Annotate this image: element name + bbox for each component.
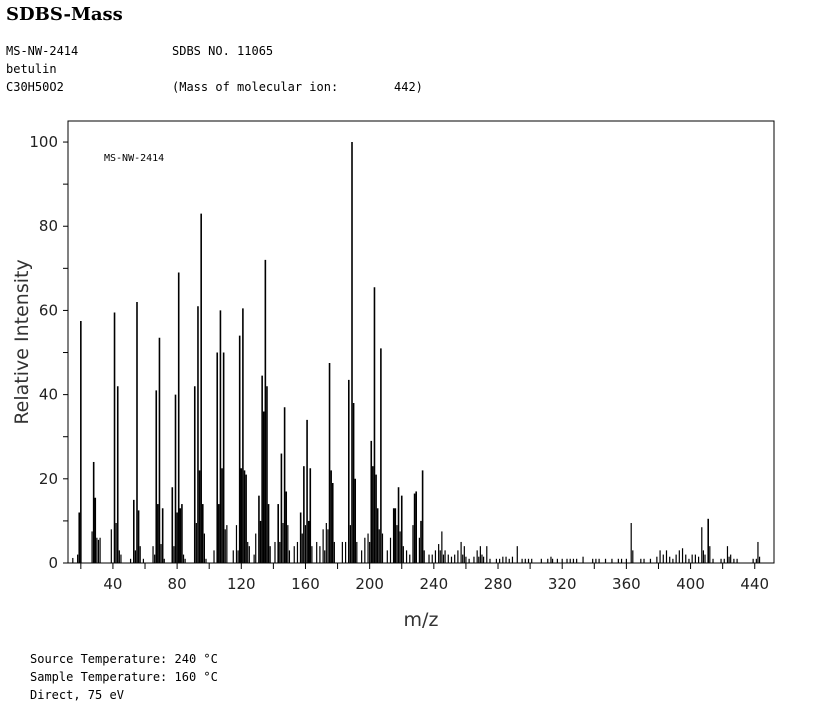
x-tick-label-360: 360	[612, 575, 641, 593]
x-tick-label-40: 40	[103, 575, 122, 593]
peaks-group	[72, 142, 761, 563]
y-tick-label-0: 0	[48, 554, 58, 572]
y-tick-label-20: 20	[39, 470, 58, 488]
x-tick-label-200: 200	[355, 575, 384, 593]
y-tick-label-40: 40	[39, 386, 58, 404]
compound-name: betulin	[6, 62, 57, 76]
page-title: SDBS-Mass	[6, 4, 123, 25]
ionization-method: Direct, 75 eV	[30, 688, 124, 702]
sample-temperature: Sample Temperature: 160 °C	[30, 670, 218, 684]
y-axis-ticks: 0 20 40 60 80 100	[29, 133, 68, 572]
x-tick-label-280: 280	[484, 575, 513, 593]
x-tick-label-400: 400	[676, 575, 705, 593]
x-tick-label-440: 440	[740, 575, 769, 593]
source-temperature: Source Temperature: 240 °C	[30, 652, 218, 666]
x-tick-label-320: 320	[548, 575, 577, 593]
sdbs-number: SDBS NO. 11065	[172, 44, 274, 58]
molecular-ion-value: 442)	[394, 80, 423, 94]
x-tick-label-240: 240	[420, 575, 449, 593]
molecular-formula: C30H50O2	[6, 80, 64, 94]
y-tick-label-100: 100	[29, 133, 58, 151]
mass-spectrum-chart: 40 80 120 160 200 240 280 320 360 400 440 0 20 40 60 8…	[11, 120, 775, 631]
x-tick-label-160: 160	[291, 575, 320, 593]
y-tick-label-60: 60	[39, 301, 58, 319]
molecular-ion-label: (Mass of molecular ion:	[172, 80, 339, 94]
x-tick-label-80: 80	[168, 575, 187, 593]
x-tick-label-120: 120	[227, 575, 256, 593]
plot-frame	[67, 120, 775, 564]
inset-label: MS-NW-2414	[104, 153, 164, 164]
y-tick-label-80: 80	[39, 217, 58, 235]
y-axis-title: Relative Intensity	[11, 259, 33, 424]
ms-id: MS-NW-2414	[6, 44, 79, 58]
x-axis-title: m/z	[404, 609, 439, 631]
x-axis-ticks: 40 80 120 160 200 240 280 320 360 400 440	[80, 563, 769, 593]
